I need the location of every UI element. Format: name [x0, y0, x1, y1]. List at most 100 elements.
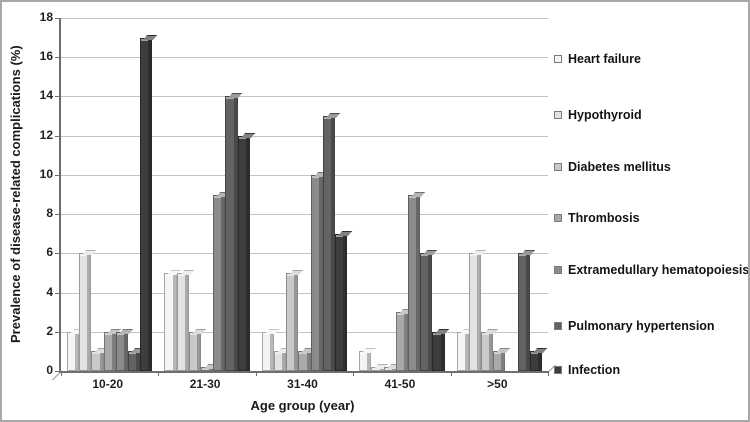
- bar-group: [256, 18, 353, 371]
- bar: [371, 364, 389, 371]
- legend-swatch: [554, 214, 562, 222]
- bar-slot: [213, 18, 231, 371]
- gridline: [61, 18, 548, 19]
- bar: [237, 132, 256, 371]
- bar: [359, 348, 377, 371]
- gridline: [61, 174, 548, 176]
- bar-slot: [188, 18, 207, 371]
- bar-slot: [140, 18, 158, 371]
- y-tick-label: 12: [39, 127, 53, 142]
- bar: [91, 348, 109, 371]
- x-tick-mark: [255, 371, 257, 376]
- bar-slot: [298, 18, 316, 371]
- bar: [140, 34, 158, 371]
- bar-group: [61, 18, 158, 371]
- legend: Heart failure Hypothyroid Diabetes mellitu…: [554, 2, 748, 420]
- bar: [335, 230, 353, 371]
- legend-swatch: [554, 266, 562, 274]
- y-tick-label: 2: [46, 323, 53, 338]
- y-tick-mark: [55, 18, 60, 19]
- bar: [395, 309, 414, 371]
- legend-item: Diabetes mellitus: [554, 160, 671, 174]
- gridline: [61, 214, 548, 216]
- bar: [213, 191, 231, 371]
- bar: [188, 328, 207, 371]
- legend-label: Hypothyroid: [568, 108, 642, 122]
- bar-slot: [505, 18, 517, 371]
- bar-slot: [128, 18, 146, 371]
- bar: [408, 191, 426, 371]
- y-tick-label: 18: [39, 10, 53, 24]
- bar-slot: [176, 18, 195, 371]
- bar: [67, 328, 85, 371]
- y-axis-title: Prevalence of disease-related complicati…: [8, 45, 23, 344]
- y-tick-mark: [55, 96, 60, 98]
- legend-swatch: [554, 322, 562, 330]
- x-tick-mark: [61, 371, 62, 376]
- bar-slot: [103, 18, 122, 371]
- bar-groups: [61, 18, 548, 371]
- plot-area: [52, 18, 556, 381]
- bar-slot: [383, 18, 402, 371]
- x-tick-mark: [548, 371, 549, 376]
- bar-slot: [310, 18, 329, 371]
- y-tick-label: 14: [39, 88, 53, 103]
- bar-slot: [237, 18, 256, 371]
- bar-group: [158, 18, 256, 371]
- y-tick-label: 4: [46, 284, 53, 299]
- legend-swatch: [554, 163, 562, 171]
- legend-label: Pulmonary hypertension: [568, 319, 715, 333]
- bar: [128, 348, 146, 371]
- bar-slot: [225, 18, 243, 371]
- y-tick-label: 16: [39, 49, 53, 64]
- bar-slot: [456, 18, 475, 371]
- legend-item: Extramedullary hematopoiesis: [554, 263, 748, 277]
- legend-swatch: [554, 366, 562, 374]
- bar: [164, 269, 182, 371]
- bar-cap: [532, 348, 548, 354]
- bar: [310, 171, 329, 371]
- y-tick-label: 8: [46, 206, 53, 221]
- y-tick-mark: [55, 135, 60, 137]
- bar: [176, 269, 195, 371]
- bar: [432, 328, 450, 371]
- bar: [322, 113, 341, 371]
- bar-slot: [432, 18, 450, 371]
- bar: [517, 250, 536, 371]
- x-axis-category-labels: 10-20 21-30 31-40 41-50 >50: [59, 377, 546, 391]
- bar-cap: [240, 132, 256, 138]
- bar-slot: [164, 18, 182, 371]
- bar: [79, 250, 97, 371]
- bar-cap: [338, 230, 353, 236]
- y-tick-label: 6: [46, 245, 53, 260]
- y-tick-mark: [55, 331, 60, 333]
- bar: [298, 348, 316, 371]
- legend-swatch: [554, 55, 562, 63]
- y-tick-mark: [55, 253, 60, 255]
- bar: [383, 364, 402, 371]
- x-category-label: 10-20: [92, 377, 124, 391]
- x-category-label: >50: [487, 377, 508, 391]
- x-tick-mark: [450, 371, 452, 376]
- y-tick-label: 0: [46, 363, 53, 377]
- bar-slot: [395, 18, 414, 371]
- bar-slot: [493, 18, 511, 371]
- bar: [493, 348, 511, 371]
- bar-group: [451, 18, 548, 371]
- legend-item: Pulmonary hypertension: [554, 319, 715, 333]
- legend-label: Infection: [568, 363, 621, 377]
- gridline: [61, 135, 548, 137]
- bar: [201, 364, 219, 371]
- x-tick-mark: [353, 371, 355, 376]
- bar: [103, 328, 122, 371]
- y-tick-label: 10: [39, 166, 53, 181]
- y-tick-mark: [55, 214, 60, 216]
- gridline: [61, 96, 548, 98]
- legend-label: Thrombosis: [568, 211, 640, 225]
- gridline: [61, 331, 548, 333]
- bar-slot: [408, 18, 426, 371]
- gridline: [61, 253, 548, 255]
- bar: [115, 328, 134, 371]
- bar: [286, 269, 304, 371]
- bar-slot: [371, 18, 389, 371]
